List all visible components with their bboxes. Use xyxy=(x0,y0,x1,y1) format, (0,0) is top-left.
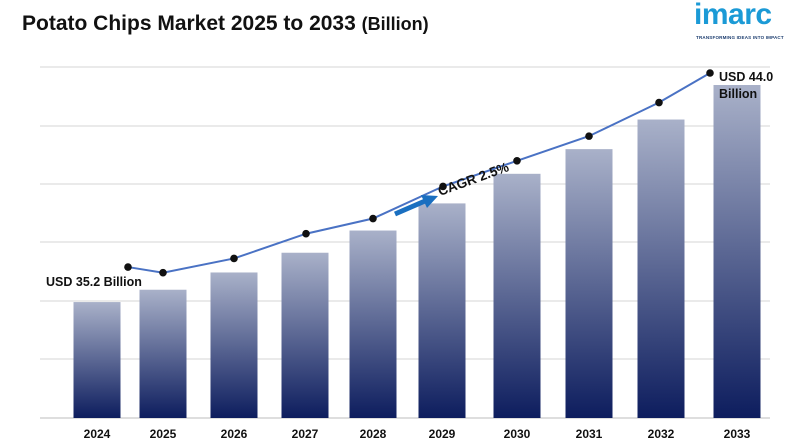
bar-2029 xyxy=(418,203,466,418)
start-value-label: USD 35.2 Billion xyxy=(46,275,142,289)
x-tick-label: 2029 xyxy=(429,427,456,441)
bar-2030 xyxy=(493,173,541,418)
x-tick-label: 2025 xyxy=(150,427,177,441)
bar-2025 xyxy=(139,289,187,418)
trend-marker-2031 xyxy=(585,132,593,140)
logo-tagline: TRANSFORMING IDEAS INTO IMPACT xyxy=(696,35,784,40)
x-tick-label: 2028 xyxy=(360,427,387,441)
trend-marker-2030 xyxy=(513,157,521,165)
x-tick-label: 2024 xyxy=(84,427,111,441)
bar-2032 xyxy=(637,119,685,419)
end-value-label-line2: Billion xyxy=(719,87,757,101)
trend-marker-2027 xyxy=(302,229,310,238)
imarc-logo: imarc TRANSFORMING IDEAS INTO IMPACT xyxy=(690,0,790,46)
x-tick-label: 2026 xyxy=(221,427,248,441)
x-tick-label: 2031 xyxy=(576,427,603,441)
trend-marker-2032 xyxy=(655,98,663,107)
chart-title: Potato Chips Market 2025 to 2033 (Billio… xyxy=(22,12,429,36)
chart-title-main: Potato Chips Market 2025 to 2033 xyxy=(22,12,356,35)
bar-2026 xyxy=(210,272,258,418)
x-tick-label: 2027 xyxy=(292,427,319,441)
bar-2028 xyxy=(349,230,397,418)
cagr-arrow-head xyxy=(421,195,438,208)
logo-wordmark: imarc xyxy=(694,0,772,31)
trend-marker-2024 xyxy=(124,263,132,271)
trend-marker-2029 xyxy=(439,182,447,191)
x-tick-label: 2033 xyxy=(724,427,751,441)
bar-2033 xyxy=(713,85,761,418)
bar-2031 xyxy=(565,149,613,418)
trend-line xyxy=(127,72,711,274)
chart-title-unit: (Billion) xyxy=(361,14,429,34)
end-value-label-line1: USD 44.0 xyxy=(719,70,773,84)
cagr-arrow-shaft xyxy=(394,198,426,217)
bar-2024 xyxy=(73,302,121,418)
bar-2027 xyxy=(281,252,329,418)
trend-marker-2028 xyxy=(369,214,377,223)
trend-marker-2025 xyxy=(159,268,167,277)
x-tick-label: 2030 xyxy=(504,427,531,441)
trend-marker-2026 xyxy=(230,254,238,263)
trend-marker-2033 xyxy=(706,69,714,77)
x-tick-label: 2032 xyxy=(648,427,675,441)
